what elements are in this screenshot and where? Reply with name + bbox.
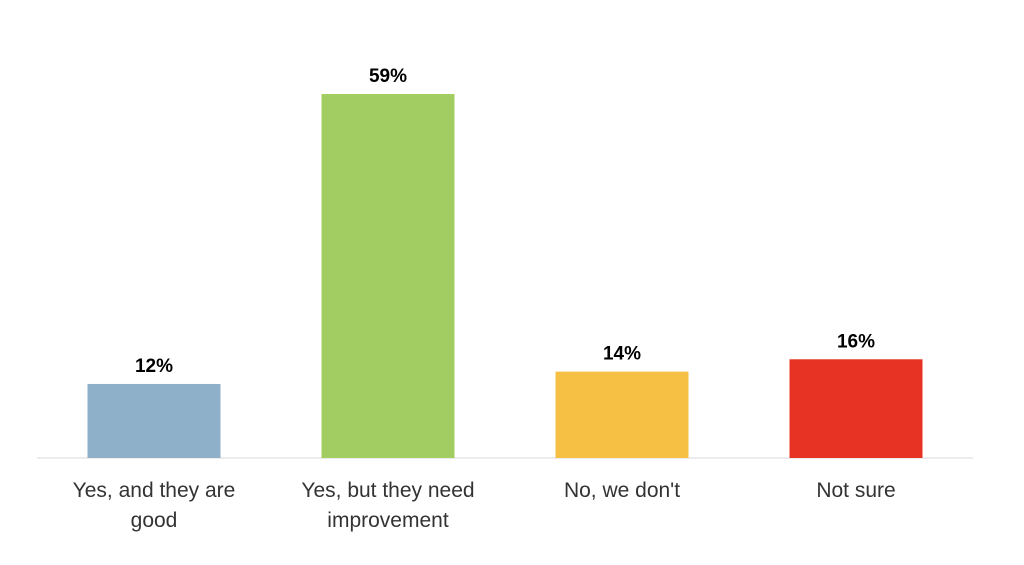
x-tick-label: Yes, and they are good: [72, 479, 236, 532]
bar: [321, 94, 455, 458]
value-label: 59%: [369, 66, 407, 87]
bar: [555, 371, 689, 458]
value-label: 16%: [837, 331, 875, 352]
x-tick-label: No, we don't: [563, 479, 681, 502]
x-tick-label: Not sure: [816, 479, 896, 502]
value-label: 14%: [603, 344, 641, 365]
bar: [87, 383, 221, 458]
bar: [789, 359, 923, 458]
value-label: 12%: [135, 356, 173, 377]
x-tick-label: Yes, but they need improvement: [301, 479, 475, 532]
